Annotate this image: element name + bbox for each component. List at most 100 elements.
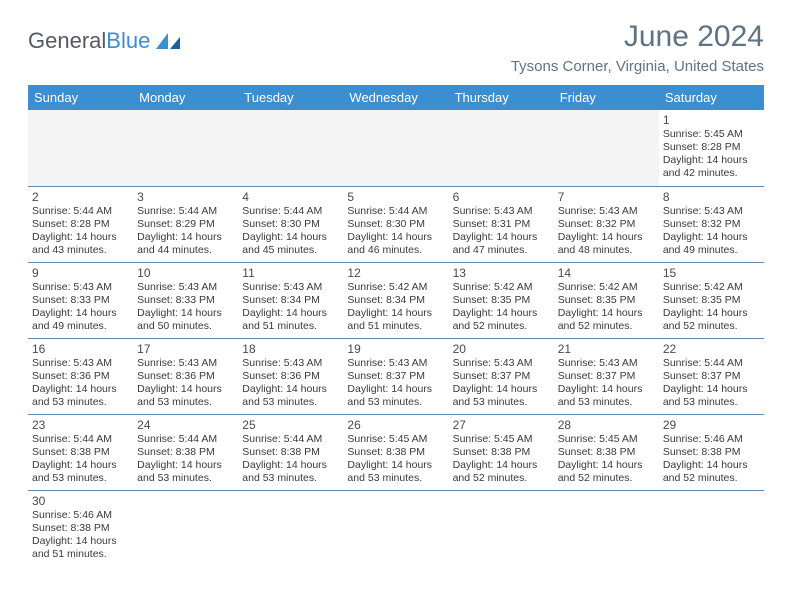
calendar-cell: 14Sunrise: 5:42 AMSunset: 8:35 PMDayligh… <box>554 262 659 338</box>
calendar-cell: 22Sunrise: 5:44 AMSunset: 8:37 PMDayligh… <box>659 338 764 414</box>
day-number: 9 <box>32 266 129 280</box>
day-info: Sunrise: 5:43 AMSunset: 8:37 PMDaylight:… <box>558 357 655 410</box>
day-info: Sunrise: 5:43 AMSunset: 8:32 PMDaylight:… <box>663 205 760 258</box>
day-number: 18 <box>242 342 339 356</box>
day-number: 10 <box>137 266 234 280</box>
day-info: Sunrise: 5:45 AMSunset: 8:38 PMDaylight:… <box>453 433 550 486</box>
calendar-cell: 24Sunrise: 5:44 AMSunset: 8:38 PMDayligh… <box>133 414 238 490</box>
month-title: June 2024 <box>511 20 764 54</box>
calendar-cell: 17Sunrise: 5:43 AMSunset: 8:36 PMDayligh… <box>133 338 238 414</box>
day-number: 22 <box>663 342 760 356</box>
day-info: Sunrise: 5:42 AMSunset: 8:35 PMDaylight:… <box>558 281 655 334</box>
day-info: Sunrise: 5:46 AMSunset: 8:38 PMDaylight:… <box>32 509 129 562</box>
day-info: Sunrise: 5:43 AMSunset: 8:36 PMDaylight:… <box>32 357 129 410</box>
calendar-cell: 19Sunrise: 5:43 AMSunset: 8:37 PMDayligh… <box>343 338 448 414</box>
calendar-cell: 23Sunrise: 5:44 AMSunset: 8:38 PMDayligh… <box>28 414 133 490</box>
day-info: Sunrise: 5:43 AMSunset: 8:34 PMDaylight:… <box>242 281 339 334</box>
day-info: Sunrise: 5:43 AMSunset: 8:37 PMDaylight:… <box>347 357 444 410</box>
weekday-header: Sunday <box>28 85 133 110</box>
day-number: 24 <box>137 418 234 432</box>
day-info: Sunrise: 5:45 AMSunset: 8:28 PMDaylight:… <box>663 128 760 181</box>
calendar-cell <box>238 490 343 566</box>
sail-icon <box>154 31 182 51</box>
day-info: Sunrise: 5:44 AMSunset: 8:37 PMDaylight:… <box>663 357 760 410</box>
calendar-cell: 1Sunrise: 5:45 AMSunset: 8:28 PMDaylight… <box>659 110 764 186</box>
day-info: Sunrise: 5:42 AMSunset: 8:35 PMDaylight:… <box>663 281 760 334</box>
weekday-header: Wednesday <box>343 85 448 110</box>
calendar-cell: 16Sunrise: 5:43 AMSunset: 8:36 PMDayligh… <box>28 338 133 414</box>
day-info: Sunrise: 5:42 AMSunset: 8:35 PMDaylight:… <box>453 281 550 334</box>
day-number: 8 <box>663 190 760 204</box>
calendar-cell <box>133 490 238 566</box>
day-number: 23 <box>32 418 129 432</box>
day-number: 16 <box>32 342 129 356</box>
calendar-cell: 7Sunrise: 5:43 AMSunset: 8:32 PMDaylight… <box>554 186 659 262</box>
weekday-header: Tuesday <box>238 85 343 110</box>
calendar-cell: 18Sunrise: 5:43 AMSunset: 8:36 PMDayligh… <box>238 338 343 414</box>
calendar-cell: 29Sunrise: 5:46 AMSunset: 8:38 PMDayligh… <box>659 414 764 490</box>
calendar-cell <box>343 490 448 566</box>
logo-text: GeneralBlue <box>28 28 150 54</box>
logo-text-part2: Blue <box>106 28 150 53</box>
day-number: 7 <box>558 190 655 204</box>
day-info: Sunrise: 5:44 AMSunset: 8:38 PMDaylight:… <box>242 433 339 486</box>
weekday-header: Monday <box>133 85 238 110</box>
calendar-cell: 2Sunrise: 5:44 AMSunset: 8:28 PMDaylight… <box>28 186 133 262</box>
weekday-header: Friday <box>554 85 659 110</box>
day-number: 30 <box>32 494 129 508</box>
day-info: Sunrise: 5:43 AMSunset: 8:33 PMDaylight:… <box>137 281 234 334</box>
calendar-cell <box>238 110 343 186</box>
calendar-cell: 25Sunrise: 5:44 AMSunset: 8:38 PMDayligh… <box>238 414 343 490</box>
calendar-cell: 11Sunrise: 5:43 AMSunset: 8:34 PMDayligh… <box>238 262 343 338</box>
calendar-cell: 15Sunrise: 5:42 AMSunset: 8:35 PMDayligh… <box>659 262 764 338</box>
day-number: 4 <box>242 190 339 204</box>
day-info: Sunrise: 5:43 AMSunset: 8:36 PMDaylight:… <box>242 357 339 410</box>
day-info: Sunrise: 5:44 AMSunset: 8:30 PMDaylight:… <box>347 205 444 258</box>
calendar-cell: 21Sunrise: 5:43 AMSunset: 8:37 PMDayligh… <box>554 338 659 414</box>
calendar-table: SundayMondayTuesdayWednesdayThursdayFrid… <box>28 85 764 566</box>
calendar-cell <box>28 110 133 186</box>
calendar-cell: 9Sunrise: 5:43 AMSunset: 8:33 PMDaylight… <box>28 262 133 338</box>
calendar-cell: 4Sunrise: 5:44 AMSunset: 8:30 PMDaylight… <box>238 186 343 262</box>
logo: GeneralBlue <box>28 28 182 54</box>
calendar-cell: 3Sunrise: 5:44 AMSunset: 8:29 PMDaylight… <box>133 186 238 262</box>
calendar-cell: 8Sunrise: 5:43 AMSunset: 8:32 PMDaylight… <box>659 186 764 262</box>
day-info: Sunrise: 5:42 AMSunset: 8:34 PMDaylight:… <box>347 281 444 334</box>
day-number: 26 <box>347 418 444 432</box>
day-number: 1 <box>663 113 760 127</box>
title-block: June 2024 Tysons Corner, Virginia, Unite… <box>511 20 764 75</box>
weekday-header: Thursday <box>449 85 554 110</box>
day-number: 21 <box>558 342 655 356</box>
calendar-cell: 13Sunrise: 5:42 AMSunset: 8:35 PMDayligh… <box>449 262 554 338</box>
calendar-cell <box>343 110 448 186</box>
day-info: Sunrise: 5:43 AMSunset: 8:36 PMDaylight:… <box>137 357 234 410</box>
day-info: Sunrise: 5:44 AMSunset: 8:38 PMDaylight:… <box>32 433 129 486</box>
day-number: 3 <box>137 190 234 204</box>
day-number: 19 <box>347 342 444 356</box>
day-number: 28 <box>558 418 655 432</box>
calendar-cell: 5Sunrise: 5:44 AMSunset: 8:30 PMDaylight… <box>343 186 448 262</box>
calendar-cell: 28Sunrise: 5:45 AMSunset: 8:38 PMDayligh… <box>554 414 659 490</box>
calendar-cell <box>449 490 554 566</box>
day-info: Sunrise: 5:43 AMSunset: 8:31 PMDaylight:… <box>453 205 550 258</box>
calendar-cell <box>554 490 659 566</box>
day-info: Sunrise: 5:43 AMSunset: 8:33 PMDaylight:… <box>32 281 129 334</box>
day-info: Sunrise: 5:45 AMSunset: 8:38 PMDaylight:… <box>558 433 655 486</box>
calendar-cell: 30Sunrise: 5:46 AMSunset: 8:38 PMDayligh… <box>28 490 133 566</box>
day-number: 2 <box>32 190 129 204</box>
calendar-cell: 6Sunrise: 5:43 AMSunset: 8:31 PMDaylight… <box>449 186 554 262</box>
day-info: Sunrise: 5:43 AMSunset: 8:32 PMDaylight:… <box>558 205 655 258</box>
calendar-cell <box>133 110 238 186</box>
day-info: Sunrise: 5:45 AMSunset: 8:38 PMDaylight:… <box>347 433 444 486</box>
calendar-cell: 10Sunrise: 5:43 AMSunset: 8:33 PMDayligh… <box>133 262 238 338</box>
header: GeneralBlue June 2024 Tysons Corner, Vir… <box>28 20 764 75</box>
logo-text-part1: General <box>28 28 106 53</box>
day-number: 20 <box>453 342 550 356</box>
calendar-cell: 12Sunrise: 5:42 AMSunset: 8:34 PMDayligh… <box>343 262 448 338</box>
day-info: Sunrise: 5:44 AMSunset: 8:30 PMDaylight:… <box>242 205 339 258</box>
day-info: Sunrise: 5:44 AMSunset: 8:29 PMDaylight:… <box>137 205 234 258</box>
day-number: 14 <box>558 266 655 280</box>
day-number: 12 <box>347 266 444 280</box>
weekday-header: Saturday <box>659 85 764 110</box>
day-number: 13 <box>453 266 550 280</box>
